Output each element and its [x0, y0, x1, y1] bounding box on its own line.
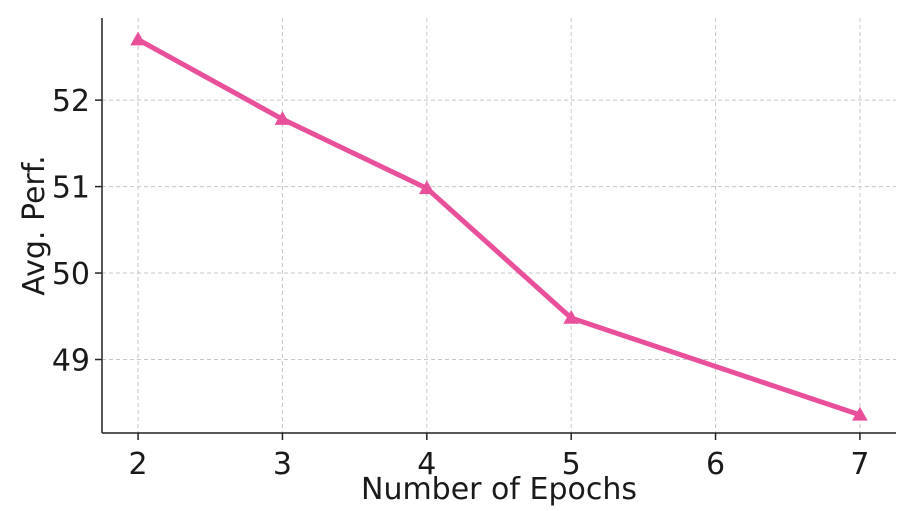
series-line — [135, 37, 863, 418]
data-point-marker — [130, 31, 146, 46]
x-axis-ticks: 2 3 4 5 6 7 — [129, 433, 869, 482]
x-tick-label: 3 — [273, 447, 292, 482]
series-group — [130, 31, 868, 421]
x-tick-label: 7 — [850, 447, 869, 482]
x-tick-label: 5 — [562, 447, 581, 482]
data-point-marker — [563, 310, 580, 324]
x-tick-label: 6 — [706, 447, 725, 482]
y-axis-ticks: 49 50 51 52 — [52, 84, 102, 379]
data-point-marker — [418, 180, 435, 195]
x-tick-label: 2 — [129, 447, 148, 482]
x-axis-label: Number of Epochs — [361, 472, 637, 507]
axes — [101, 18, 896, 434]
grid-lines — [102, 18, 896, 433]
y-axis-label: Avg. Perf. — [17, 155, 52, 295]
y-tick-label: 49 — [52, 344, 90, 379]
y-tick-label: 50 — [52, 257, 90, 292]
data-point-marker — [852, 406, 868, 421]
data-point-marker — [274, 111, 291, 125]
y-tick-label: 52 — [52, 84, 90, 119]
y-tick-label: 51 — [52, 171, 90, 206]
x-tick-label: 4 — [417, 447, 436, 482]
